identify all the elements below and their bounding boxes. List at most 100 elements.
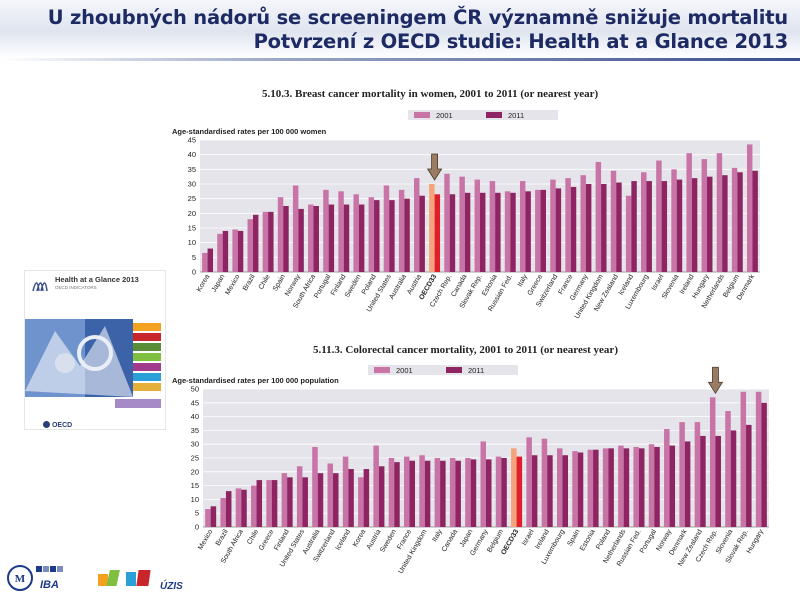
y-tick-label: 0: [192, 268, 196, 277]
bar-italy-2011: [525, 191, 531, 272]
x-tick-label-iceland: Iceland: [335, 528, 352, 551]
bar-finland-2011: [287, 477, 293, 527]
legend-swatch-2001: [374, 367, 390, 373]
bar-sweden-2011: [394, 462, 400, 527]
bar-norway-2011: [669, 445, 676, 527]
legend-swatch-2011: [486, 112, 502, 118]
bar-canada-2011: [464, 192, 471, 272]
bar-japan-2001: [465, 458, 471, 527]
bar-sweden-2001: [388, 458, 395, 527]
bar-hungary-2011: [707, 176, 713, 272]
bar-finland-2001: [281, 473, 288, 527]
bar-south-africa-2001: [308, 204, 314, 272]
bar-new-zealand-2001: [694, 422, 701, 527]
bar-united-states-2001: [383, 185, 390, 272]
bar-korea-2011: [207, 248, 214, 272]
bar-poland-2011: [374, 200, 380, 272]
bar-russian-fed-2001: [633, 446, 639, 527]
bar-russian-fed-2001: [504, 191, 511, 272]
iba-logo-icon: IBA: [36, 566, 63, 591]
bar-south-africa-2001: [235, 488, 242, 527]
bar-slovak-rep-2001: [474, 179, 480, 272]
bar-finland-2001: [338, 191, 344, 272]
bar-poland-2011: [608, 448, 614, 527]
bar-israel-2011: [661, 181, 668, 272]
bar-brazil-2001: [247, 219, 253, 272]
bar-estonia-2001: [587, 449, 594, 527]
bar-chile-2011: [268, 211, 274, 272]
bar-luxembourg-2011: [646, 181, 652, 272]
chart2-heading: 5.11.3. Colorectal cancer mortality, 200…: [313, 344, 618, 356]
bar-czech-rep-2011: [449, 194, 456, 272]
bar-greece-2001: [535, 189, 541, 272]
bar-australia-2001: [398, 189, 405, 272]
bar-france-2011: [570, 186, 577, 272]
bar-switzerland-2011: [333, 473, 339, 527]
bar-austria-2001: [373, 445, 379, 527]
book-cover: Health at a Glance 2013 OECD INDICATORS …: [24, 270, 166, 430]
header-rule: [0, 58, 800, 61]
bar-portugal-2001: [323, 189, 329, 272]
bar-slovenia-2011: [676, 179, 683, 272]
bar-slovenia-2001: [725, 411, 731, 527]
oecd-stripes-icon: [32, 282, 48, 292]
bar-france-2001: [565, 178, 571, 272]
bar-austria-2011: [419, 195, 425, 272]
bar-italy-2001: [434, 458, 441, 527]
x-tick-label-israel: Israel: [651, 273, 666, 292]
footer-logos: M IBA ÚZIS: [0, 560, 200, 597]
bar-slovak-rep-2001: [740, 391, 747, 527]
page-subtitle: Potvrzení z OECD studie: Health at a Gla…: [253, 30, 789, 53]
x-tick-label-italy: Italy: [431, 528, 444, 543]
bar-ireland-2001: [686, 153, 692, 272]
bar-slovenia-2001: [671, 169, 677, 272]
bar-mexico-2011: [237, 230, 244, 272]
bar-denmark-2011: [684, 441, 691, 527]
x-tick-label-korea: Korea: [196, 273, 211, 293]
x-tick-label-chile: Chile: [246, 528, 260, 545]
bar-austria-2011: [378, 466, 385, 527]
bar-belgium-2001: [731, 167, 738, 272]
bar-russian-fed-2011: [638, 448, 645, 527]
x-tick-label-israel: Israel: [521, 528, 536, 547]
bar-czech-rep-2001: [709, 397, 716, 527]
y-tick-label: 45: [191, 398, 199, 407]
bar-japan-2011: [470, 459, 477, 527]
legend-label-2001: 2001: [436, 111, 453, 120]
y-tick-label: 5: [195, 509, 199, 518]
y-tick-label: 20: [191, 467, 199, 476]
x-tick-label-brazil: Brazil: [215, 528, 230, 547]
bar-brazil-2001: [220, 498, 226, 527]
bar-oecd33-2001: [511, 448, 517, 527]
bar-spain-2001: [277, 197, 284, 272]
y-tick-label: 15: [191, 481, 199, 490]
bar-israel-2001: [526, 437, 532, 527]
y-tick-label: 30: [191, 440, 199, 449]
bar-korea-2001: [202, 252, 208, 272]
y-tick-label: 30: [188, 180, 196, 189]
x-tick-label-chile: Chile: [258, 273, 272, 290]
bar-luxembourg-2001: [556, 448, 563, 527]
bar-greece-2011: [540, 189, 546, 272]
x-tick-label-estonia: Estonia: [579, 528, 597, 552]
bar-czech-rep-2001: [444, 173, 450, 272]
bar-netherlands-2011: [722, 175, 728, 272]
bar-netherlands-2011: [623, 448, 630, 527]
bar-greece-2011: [271, 480, 278, 527]
bar-norway-2011: [298, 208, 304, 272]
bar-italy-2011: [440, 460, 446, 527]
bar-ireland-2001: [541, 438, 548, 527]
legend-swatch-2001: [414, 112, 430, 118]
chart1-heading: 5.10.3. Breast cancer mortality in women…: [262, 88, 599, 100]
bar-south-africa-2011: [313, 206, 319, 272]
bar-sweden-2001: [353, 194, 359, 272]
bar-germany-2001: [480, 441, 486, 527]
bar-iceland-2011: [348, 469, 354, 527]
bar-canada-2001: [459, 176, 465, 272]
bar-ireland-2011: [547, 455, 553, 527]
bar-oecd33-2011: [516, 456, 523, 527]
y-tick-label: 25: [191, 454, 199, 463]
bar-korea-2011: [363, 469, 370, 527]
legend-swatch-2011: [446, 367, 462, 373]
bar-united-kingdom-2011: [424, 460, 431, 527]
